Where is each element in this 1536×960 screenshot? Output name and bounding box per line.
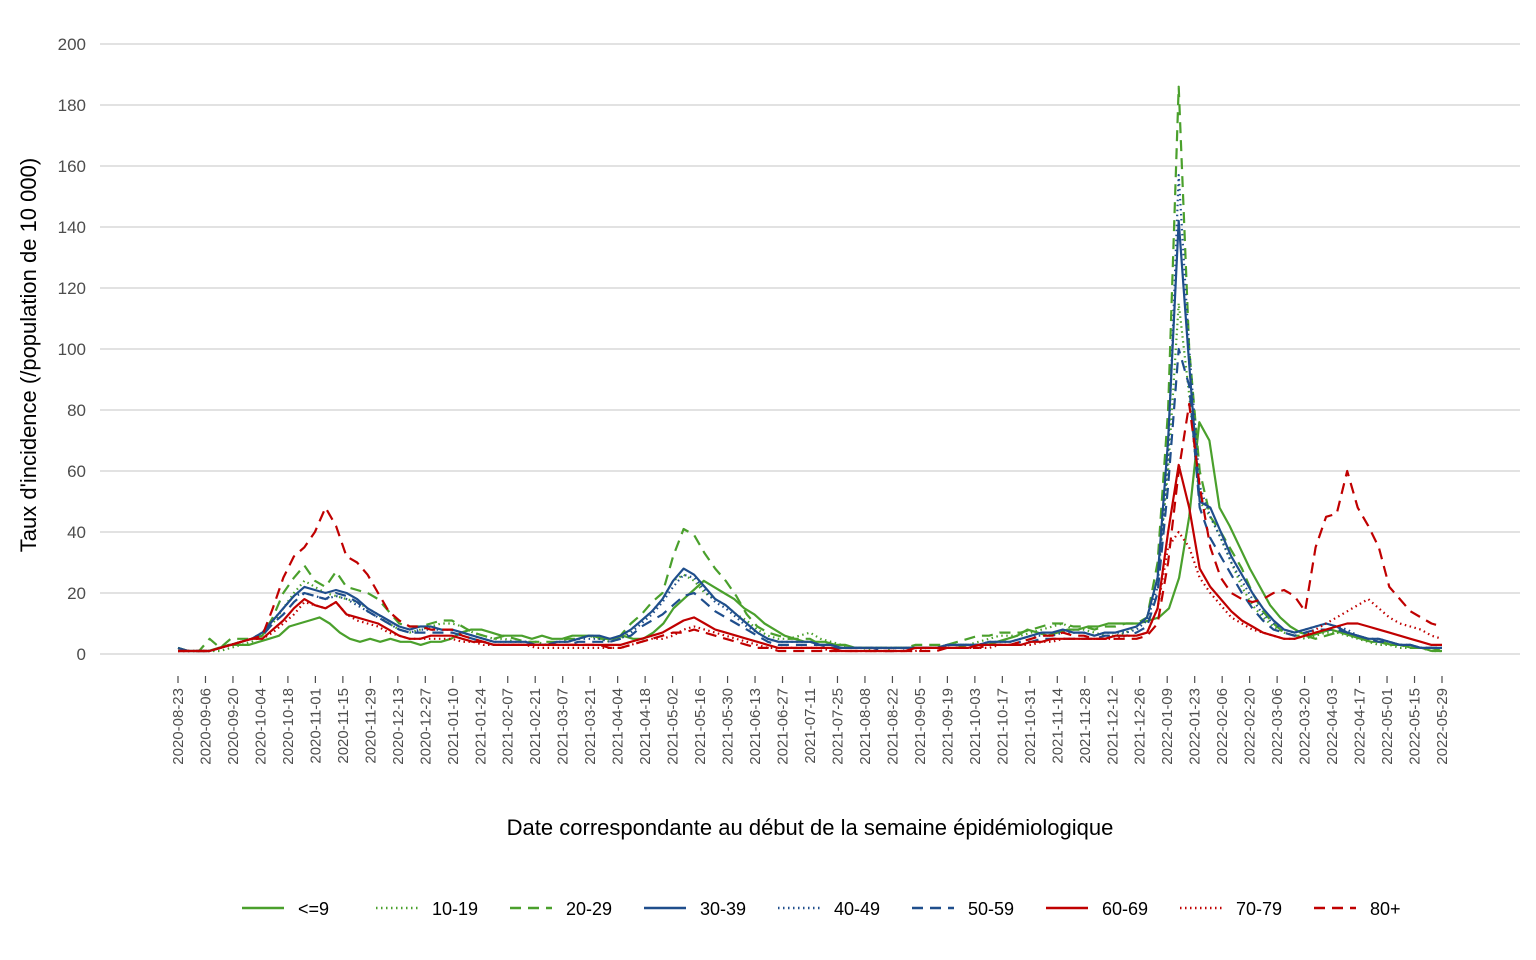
x-tick-label: 2020-11-01 [307,688,324,764]
x-tick-label: 2020-08-23 [170,688,187,765]
x-tick-label: 2022-03-20 [1297,688,1314,765]
x-tick-label: 2022-04-03 [1324,688,1341,765]
legend-label: 80+ [1370,899,1401,919]
x-tick-label: 2021-12-26 [1132,688,1149,765]
legend-label: 30-39 [700,899,746,919]
legend: <=9 10-19 20-29 30-39 40-49 50-59 60-69 70-79 80… [242,899,1401,919]
x-tick-label: 2022-04-17 [1352,688,1369,765]
x-tick-label: 2021-09-05 [912,688,929,765]
x-tick-label: 2021-06-27 [775,688,792,765]
x-tick-label: 2021-11-28 [1077,688,1094,764]
x-tick-label: 2021-04-04 [610,688,627,765]
x-tick-label: 2021-08-08 [857,688,874,765]
series-line-4 [178,174,1442,653]
legend-label: 70-79 [1236,899,1282,919]
series-line-0 [177,421,1442,653]
x-tick-label: 2022-05-01 [1379,688,1396,765]
x-tick-label: 2021-07-11 [802,688,819,764]
y-axis-title: Taux d'incidence (/population de 10 000) [16,158,41,552]
y-tick-label: 100 [58,340,86,359]
x-tick-label: 2021-03-07 [555,688,572,765]
y-tick-label: 40 [67,523,86,542]
x-tick-label: 2021-12-12 [1104,688,1121,765]
x-tick-label: 2021-11-14 [1049,688,1066,764]
y-tick-label: 180 [58,96,86,115]
series-line-1 [178,302,1442,653]
x-tick-label: 2020-12-13 [390,688,407,765]
x-axis-title: Date correspondante au début de la semai… [507,815,1114,840]
y-tick-label: 160 [58,157,86,176]
x-tick-label: 2021-02-21 [527,688,544,765]
legend-label: 40-49 [834,899,880,919]
x-tick-label: 2021-10-31 [1022,688,1039,765]
x-tick-label: 2021-01-24 [472,688,489,765]
x-tick-label: 2020-09-06 [197,688,214,765]
series-line-2 [177,85,1443,653]
x-tick-label: 2022-05-15 [1407,688,1424,765]
x-tick-label: 2021-04-18 [637,688,654,765]
x-tick-label: 2021-09-19 [939,688,956,765]
x-tick-label: 2021-03-21 [582,688,599,765]
x-tick-label: 2021-06-13 [747,688,764,765]
x-tick-label: 2020-10-04 [252,688,269,765]
y-tick-label: 140 [58,218,86,237]
x-tick-label: 2021-02-07 [500,688,517,765]
gridlines [100,43,1520,655]
x-tick-label: 2020-09-20 [225,688,242,765]
y-tick-label: 80 [67,401,86,420]
x-tick-label: 2022-01-09 [1159,688,1176,765]
legend-label: 10-19 [432,899,478,919]
x-tick-label: 2022-02-06 [1214,688,1231,765]
legend-label: <=9 [298,899,329,919]
x-axis-ticks: 2020-08-23 2020-09-06 2020-09-20 2020-10-04… [170,676,1451,765]
x-tick-label: 2022-05-29 [1434,688,1451,765]
series-lines [177,85,1443,653]
x-tick-label: 2020-10-18 [280,688,297,765]
y-tick-label: 0 [77,645,86,664]
legend-label: 60-69 [1102,899,1148,919]
x-tick-label: 2022-02-20 [1242,688,1259,765]
x-tick-label: 2020-12-27 [417,688,434,765]
y-tick-label: 200 [58,35,86,54]
x-tick-label: 2020-11-29 [362,688,379,764]
x-tick-label: 2021-05-16 [692,688,709,765]
legend-label: 20-29 [566,899,612,919]
series-line-3 [177,219,1442,653]
legend-label: 50-59 [968,899,1014,919]
x-tick-label: 2021-07-25 [829,688,846,765]
x-tick-label: 2021-05-02 [665,688,682,765]
y-tick-label: 20 [67,584,86,603]
x-tick-label: 2021-01-10 [445,688,462,765]
x-tick-label: 2021-05-30 [720,688,737,765]
y-axis-ticks: 0 20 40 60 80 100 120 140 160 180 200 [58,35,86,664]
x-tick-label: 2021-10-17 [994,688,1011,765]
x-tick-label: 2020-11-15 [335,688,352,764]
series-line-5 [178,347,1442,653]
x-tick-label: 2021-10-03 [967,688,984,765]
y-tick-label: 60 [67,462,86,481]
series-line-6 [178,463,1442,653]
x-tick-label: 2021-08-22 [884,688,901,765]
y-tick-label: 120 [58,279,86,298]
x-tick-label: 2022-01-23 [1187,688,1204,765]
series-line-8 [178,402,1443,653]
x-tick-label: 2022-03-06 [1269,688,1286,765]
